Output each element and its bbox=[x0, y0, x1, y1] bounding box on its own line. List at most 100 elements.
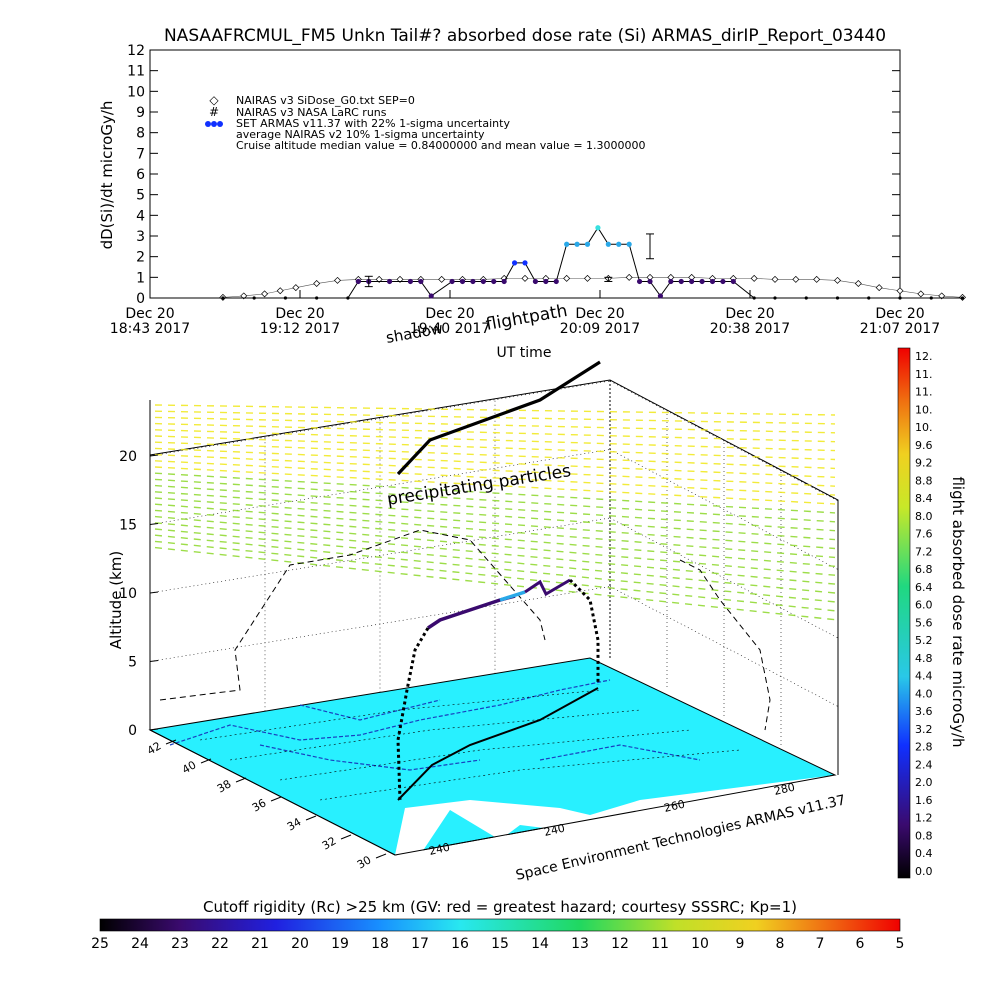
flight-path-3d bbox=[396, 360, 601, 801]
dose-colorbar-tick-label: 7.2 bbox=[915, 545, 933, 558]
armas-point bbox=[491, 278, 497, 285]
top-y-tick-label: 2 bbox=[136, 250, 145, 266]
dose-rate-colorbar: 12. 11. 11. 10. 10. 9.6 9.2 8.8 8.4 8.0 7.6 7.2 6.8 6… bbox=[897, 347, 933, 879]
top-y-tick-label: 3 bbox=[136, 229, 145, 245]
curtain-row bbox=[154, 460, 836, 496]
armas-point bbox=[346, 296, 350, 300]
rigidity-colorbar-tick-label: 15 bbox=[491, 936, 509, 952]
armas-point bbox=[355, 278, 361, 285]
top-y-tick-label: 6 bbox=[136, 167, 145, 183]
curtain-row bbox=[154, 546, 836, 621]
dose-colorbar-tick-label: 0.4 bbox=[915, 847, 933, 860]
top-x-tick-day: Dec 20 bbox=[125, 306, 174, 322]
curtain-row bbox=[154, 453, 836, 487]
altitude-tick bbox=[149, 523, 159, 525]
curtain-row bbox=[154, 484, 836, 532]
armas-point bbox=[511, 260, 518, 266]
ground-track bbox=[397, 687, 599, 801]
latitude-tick-label: 30 bbox=[355, 853, 374, 871]
rigidity-colorbar-tick-label: 23 bbox=[171, 936, 189, 952]
armas-point bbox=[449, 278, 455, 285]
latitude-axis-line bbox=[149, 729, 396, 856]
dose-colorbar-tick-label: 7.6 bbox=[915, 528, 933, 541]
curtain-row bbox=[154, 497, 836, 550]
rigidity-colorbar-tick-label: 24 bbox=[131, 936, 149, 952]
top-y-tick-label: 8 bbox=[136, 126, 145, 142]
curtain-row bbox=[154, 441, 836, 470]
dose-colorbar-tick-label: 4.4 bbox=[915, 670, 933, 683]
latitude-axis: 42 40 38 36 34 32 30 bbox=[145, 729, 396, 872]
latitude-tick bbox=[340, 834, 352, 840]
armas-point bbox=[626, 241, 632, 247]
latitude-tick bbox=[305, 815, 317, 821]
rigidity-colorbar-tick-label: 11 bbox=[651, 936, 669, 952]
dose-colorbar-tick-label: 1.2 bbox=[915, 812, 933, 825]
altitude-tick-label: 10 bbox=[119, 586, 137, 602]
dose-colorbar-tick-label: 3.6 bbox=[915, 705, 933, 718]
altitude-tick bbox=[149, 728, 159, 731]
armas-point bbox=[418, 278, 424, 285]
armas-point bbox=[616, 241, 622, 247]
curtain-row bbox=[154, 429, 836, 452]
annotation-precipitating-particles: precipitating particles bbox=[386, 461, 573, 510]
armas-point bbox=[221, 296, 225, 300]
top-y-tick-label: 1 bbox=[136, 270, 145, 286]
top-y-tick-label: 0 bbox=[136, 291, 145, 307]
rigidity-colorbar-tick-label: 5 bbox=[896, 936, 905, 952]
armas-line bbox=[222, 226, 963, 299]
latitude-tick bbox=[200, 758, 212, 764]
rigidity-colorbar-tick-label: 22 bbox=[211, 936, 229, 952]
curtain-row bbox=[154, 416, 836, 434]
armas-point bbox=[678, 278, 684, 285]
nairas-v3-point bbox=[584, 274, 591, 282]
armas-point bbox=[574, 241, 580, 247]
nairas-v3-point bbox=[240, 292, 248, 300]
curtain-row bbox=[154, 478, 836, 523]
nairas-v3-point bbox=[521, 274, 529, 282]
armas-point bbox=[709, 278, 716, 285]
dose-colorbar-tick-label: 12. bbox=[915, 350, 933, 363]
altitude-tick-label: 15 bbox=[119, 518, 137, 534]
dose-colorbar-tick-label: 8.8 bbox=[915, 474, 933, 487]
rigidity-colorbar-tick-label: 13 bbox=[571, 936, 589, 952]
nairas-v3-point bbox=[896, 287, 904, 295]
curtain-row bbox=[154, 528, 836, 594]
dose-colorbar-tick-label: 5.6 bbox=[915, 616, 933, 629]
nairas-v3-point bbox=[792, 275, 800, 283]
armas-point bbox=[647, 278, 653, 285]
dose-colorbar-tick-label: 4.8 bbox=[915, 652, 933, 665]
curtain-row bbox=[154, 447, 836, 478]
dose-colorbar-tick-label: 0.0 bbox=[915, 865, 933, 878]
dose-colorbar-tick-label: 6.4 bbox=[915, 581, 933, 594]
armas-point bbox=[929, 296, 933, 300]
nairas-v3-line bbox=[222, 277, 963, 298]
wall-grid-line bbox=[149, 517, 611, 594]
legend-entry-cruise: Cruise altitude median value = 0.8400000… bbox=[236, 139, 646, 152]
longitude-axis-line bbox=[394, 774, 836, 856]
dose-colorbar-tick-label: 10. bbox=[915, 421, 933, 434]
dose-colorbar-tick-label: 10. bbox=[915, 403, 933, 416]
armas-point bbox=[668, 278, 674, 285]
legend-entry-armas: SET ARMAS v11.37 with 22% 1-sigma uncert… bbox=[236, 117, 510, 130]
rigidity-colorbar-gradient bbox=[99, 918, 901, 932]
rigidity-colorbar-label: Cutoff rigidity (Rc) >25 km (GV: red = g… bbox=[203, 898, 797, 916]
latitude-tick bbox=[375, 853, 387, 859]
curtain-row bbox=[154, 435, 836, 461]
armas-point bbox=[386, 278, 393, 285]
wall-grid-line bbox=[149, 586, 611, 662]
curtain-row bbox=[154, 422, 836, 443]
dose-colorbar-tick-label: 8.4 bbox=[915, 492, 933, 505]
back-wall-grid bbox=[149, 380, 839, 745]
curtain-row bbox=[154, 466, 836, 505]
top-y-axis-label: dD(Si)/dt microGy/h bbox=[98, 101, 116, 250]
armas-point bbox=[689, 278, 695, 285]
top-x-tick-day: Dec 20 bbox=[725, 306, 774, 322]
annotation-shadow: shadow bbox=[385, 319, 445, 347]
armas-point bbox=[428, 293, 434, 299]
top-x-tick-day: Dec 20 bbox=[425, 306, 474, 322]
nairas-v3-point bbox=[292, 284, 300, 292]
armas-point bbox=[720, 278, 726, 285]
curtain-row bbox=[154, 522, 836, 585]
